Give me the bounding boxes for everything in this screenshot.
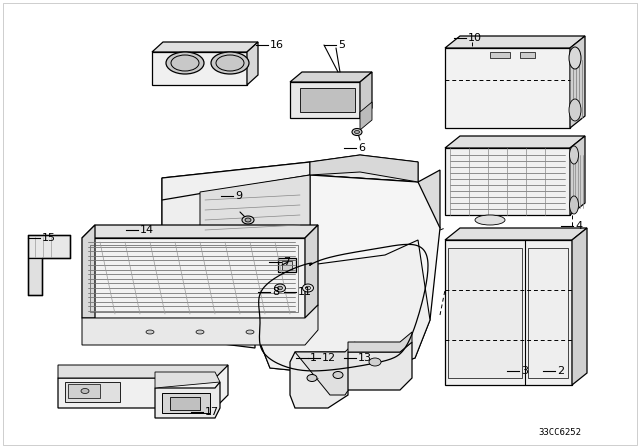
Polygon shape — [445, 136, 585, 148]
Ellipse shape — [245, 218, 251, 222]
Polygon shape — [162, 175, 418, 268]
Polygon shape — [282, 261, 292, 270]
Ellipse shape — [569, 47, 581, 69]
Polygon shape — [82, 225, 95, 318]
Ellipse shape — [275, 284, 285, 292]
Polygon shape — [295, 342, 355, 395]
Ellipse shape — [355, 130, 360, 134]
Ellipse shape — [196, 330, 204, 334]
Text: 6: 6 — [358, 143, 365, 153]
Ellipse shape — [569, 99, 581, 121]
Polygon shape — [162, 260, 260, 348]
Ellipse shape — [211, 52, 249, 74]
Text: 14: 14 — [140, 225, 154, 235]
Polygon shape — [570, 136, 585, 215]
Polygon shape — [82, 225, 318, 238]
Polygon shape — [305, 225, 318, 318]
Text: 5: 5 — [338, 40, 345, 50]
Polygon shape — [445, 148, 570, 215]
Text: 4: 4 — [575, 221, 582, 231]
Text: 9: 9 — [235, 191, 242, 201]
Polygon shape — [360, 102, 372, 130]
Polygon shape — [255, 240, 430, 372]
Text: 33CC6252: 33CC6252 — [538, 427, 581, 436]
Ellipse shape — [242, 216, 254, 224]
Ellipse shape — [303, 284, 314, 292]
Ellipse shape — [333, 371, 343, 379]
Polygon shape — [58, 365, 228, 408]
Text: 12: 12 — [322, 353, 336, 363]
Ellipse shape — [81, 388, 89, 393]
Polygon shape — [300, 88, 355, 112]
Text: 17: 17 — [205, 407, 219, 417]
Polygon shape — [68, 384, 100, 398]
Polygon shape — [152, 52, 247, 85]
Polygon shape — [162, 155, 418, 200]
Polygon shape — [528, 248, 568, 378]
Polygon shape — [445, 48, 570, 128]
Polygon shape — [445, 36, 585, 48]
Text: 15: 15 — [42, 233, 56, 243]
Ellipse shape — [475, 215, 505, 225]
Polygon shape — [155, 382, 220, 418]
Text: 2: 2 — [557, 366, 564, 376]
Ellipse shape — [352, 129, 362, 135]
Polygon shape — [200, 175, 310, 268]
Polygon shape — [155, 372, 220, 388]
Polygon shape — [490, 52, 510, 58]
Text: 10: 10 — [468, 33, 482, 43]
Ellipse shape — [570, 146, 579, 164]
Polygon shape — [28, 235, 70, 258]
Polygon shape — [255, 175, 440, 372]
Polygon shape — [58, 365, 228, 378]
Polygon shape — [162, 393, 210, 413]
Ellipse shape — [146, 330, 154, 334]
Text: 3: 3 — [521, 366, 528, 376]
Polygon shape — [348, 332, 412, 352]
Ellipse shape — [278, 286, 282, 290]
Ellipse shape — [369, 358, 381, 366]
Polygon shape — [290, 82, 360, 118]
Polygon shape — [82, 305, 318, 345]
Text: 7: 7 — [283, 257, 290, 267]
Polygon shape — [572, 228, 587, 385]
Polygon shape — [445, 240, 572, 385]
Polygon shape — [170, 397, 200, 410]
Polygon shape — [290, 72, 372, 82]
Polygon shape — [28, 258, 42, 295]
Ellipse shape — [246, 330, 254, 334]
Polygon shape — [310, 155, 418, 182]
Ellipse shape — [570, 196, 579, 214]
Polygon shape — [290, 352, 348, 408]
Polygon shape — [278, 258, 296, 272]
Polygon shape — [520, 52, 535, 58]
Polygon shape — [360, 72, 372, 118]
Polygon shape — [448, 248, 522, 378]
Polygon shape — [445, 228, 587, 240]
Text: 13: 13 — [358, 353, 372, 363]
Polygon shape — [570, 36, 585, 128]
Polygon shape — [348, 342, 412, 390]
Polygon shape — [82, 238, 305, 318]
Text: 11: 11 — [298, 287, 312, 297]
Polygon shape — [162, 162, 310, 268]
Polygon shape — [65, 382, 120, 402]
Text: 16: 16 — [270, 40, 284, 50]
Text: 8: 8 — [272, 287, 279, 297]
Ellipse shape — [307, 375, 317, 382]
Ellipse shape — [166, 52, 204, 74]
Polygon shape — [152, 42, 258, 52]
Polygon shape — [247, 42, 258, 85]
Text: 1: 1 — [310, 353, 317, 363]
Polygon shape — [418, 170, 440, 240]
